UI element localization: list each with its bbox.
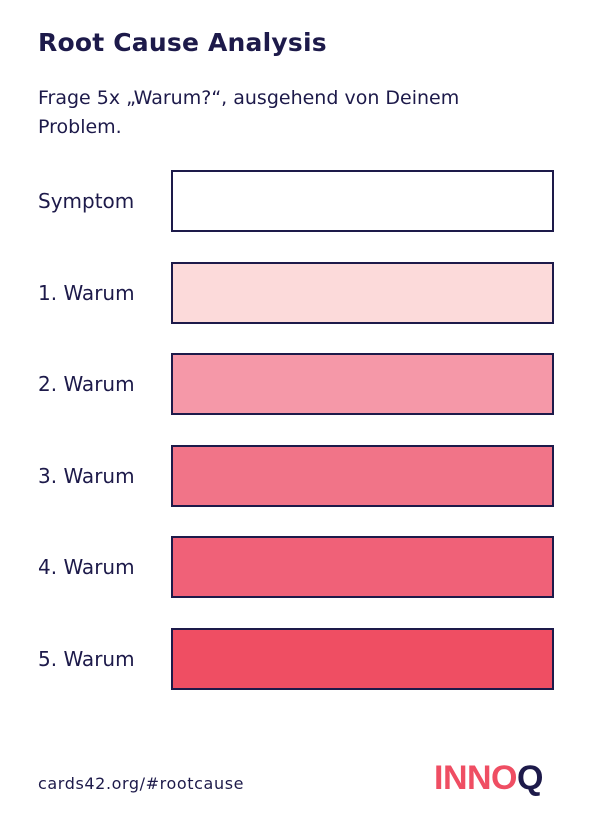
symptom-box[interactable]	[171, 170, 554, 232]
card-title: Root Cause Analysis	[38, 28, 327, 57]
innoq-logo: INNOQ	[434, 758, 543, 798]
row-why-2: 2. Warum	[38, 353, 554, 415]
row-why-5: 5. Warum	[38, 628, 554, 690]
row-why-1: 1. Warum	[38, 262, 554, 324]
row-label: 5. Warum	[38, 647, 135, 671]
row-symptom: Symptom	[38, 170, 554, 232]
row-label: 4. Warum	[38, 555, 135, 579]
row-why-4: 4. Warum	[38, 536, 554, 598]
row-label: 3. Warum	[38, 464, 135, 488]
card-subtitle: Frage 5x „Warum?“, ausgehend von Deinem …	[38, 87, 460, 138]
row-label: 1. Warum	[38, 281, 135, 305]
row-label: Symptom	[38, 189, 135, 213]
row-label: 2. Warum	[38, 372, 135, 396]
footer-link[interactable]: cards42.org/#rootcause	[38, 774, 245, 793]
row-why-3: 3. Warum	[38, 445, 554, 507]
why-1-box[interactable]	[171, 262, 554, 324]
logo-inno: INNO	[434, 759, 518, 797]
why-2-box[interactable]	[171, 353, 554, 415]
why-4-box[interactable]	[171, 536, 554, 598]
why-5-box[interactable]	[171, 628, 554, 690]
logo-q: Q	[517, 759, 543, 797]
why-3-box[interactable]	[171, 445, 554, 507]
